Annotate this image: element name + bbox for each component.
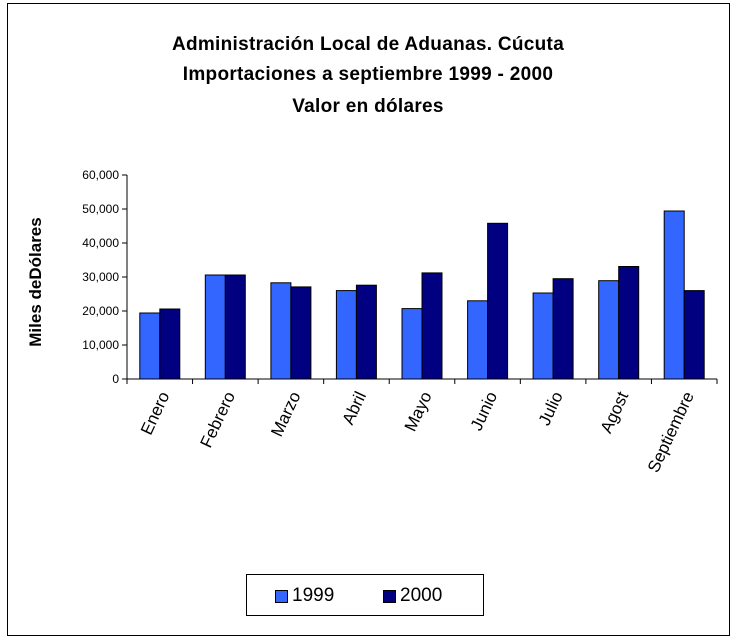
y-tick-label: 10,000 — [82, 338, 119, 352]
y-tick-label: 20,000 — [82, 304, 119, 318]
x-category-label: Julio — [535, 389, 567, 429]
bar-2000-septiembre — [683, 290, 705, 380]
legend-item-2000: 2000 — [383, 585, 442, 607]
x-category-label: Abril — [338, 389, 370, 428]
chart-title-line-2: Importaciones a septiembre 1999 - 2000 — [182, 64, 554, 85]
bar-2000-abril — [355, 284, 377, 380]
x-category-label: Septiembre — [644, 389, 698, 476]
bar-2000-agost — [618, 266, 640, 380]
bar-1999-febrero — [204, 274, 226, 380]
chart-title-line-3: Valor en dólares — [292, 96, 444, 117]
bar-1999-julio — [532, 292, 554, 380]
bar-2000-enero — [159, 308, 181, 380]
bar-1999-mayo — [401, 308, 423, 380]
x-category-label: Enero — [137, 389, 173, 438]
x-category-label: Mayo — [401, 389, 436, 435]
y-tick-label: 40,000 — [82, 236, 119, 250]
y-tick-label: 30,000 — [82, 270, 119, 284]
bar-2000-julio — [552, 278, 574, 380]
y-tick-label: 60,000 — [82, 168, 119, 182]
y-tick-label: 0 — [112, 372, 119, 386]
bar-1999-junio — [467, 300, 489, 380]
bar-1999-abril — [335, 290, 357, 380]
bar-2000-febrero — [224, 274, 246, 380]
bar-1999-enero — [139, 312, 161, 380]
y-tick-label: 50,000 — [82, 202, 119, 216]
legend-label-1999: 1999 — [292, 585, 335, 606]
bars-group — [139, 210, 705, 380]
x-category-label: Agost — [597, 388, 633, 436]
chart-title-line-1: Administración Local de Aduanas. Cúcuta — [171, 34, 565, 55]
bar-1999-septiembre — [663, 210, 685, 380]
bar-2000-mayo — [421, 272, 443, 380]
bar-1999-marzo — [270, 282, 292, 380]
x-category-label: Febrero — [197, 389, 239, 451]
bar-2000-marzo — [290, 286, 312, 380]
legend: 1999 2000 — [246, 574, 484, 616]
x-category-label: Junio — [467, 389, 501, 434]
legend-label-2000: 2000 — [400, 585, 443, 606]
legend-swatch-1999 — [275, 589, 288, 603]
x-category-label: Marzo — [267, 389, 304, 440]
legend-swatch-2000 — [383, 589, 396, 603]
bar-2000-junio — [487, 222, 509, 380]
legend-item-1999: 1999 — [275, 585, 334, 607]
bar-1999-agost — [598, 280, 620, 380]
